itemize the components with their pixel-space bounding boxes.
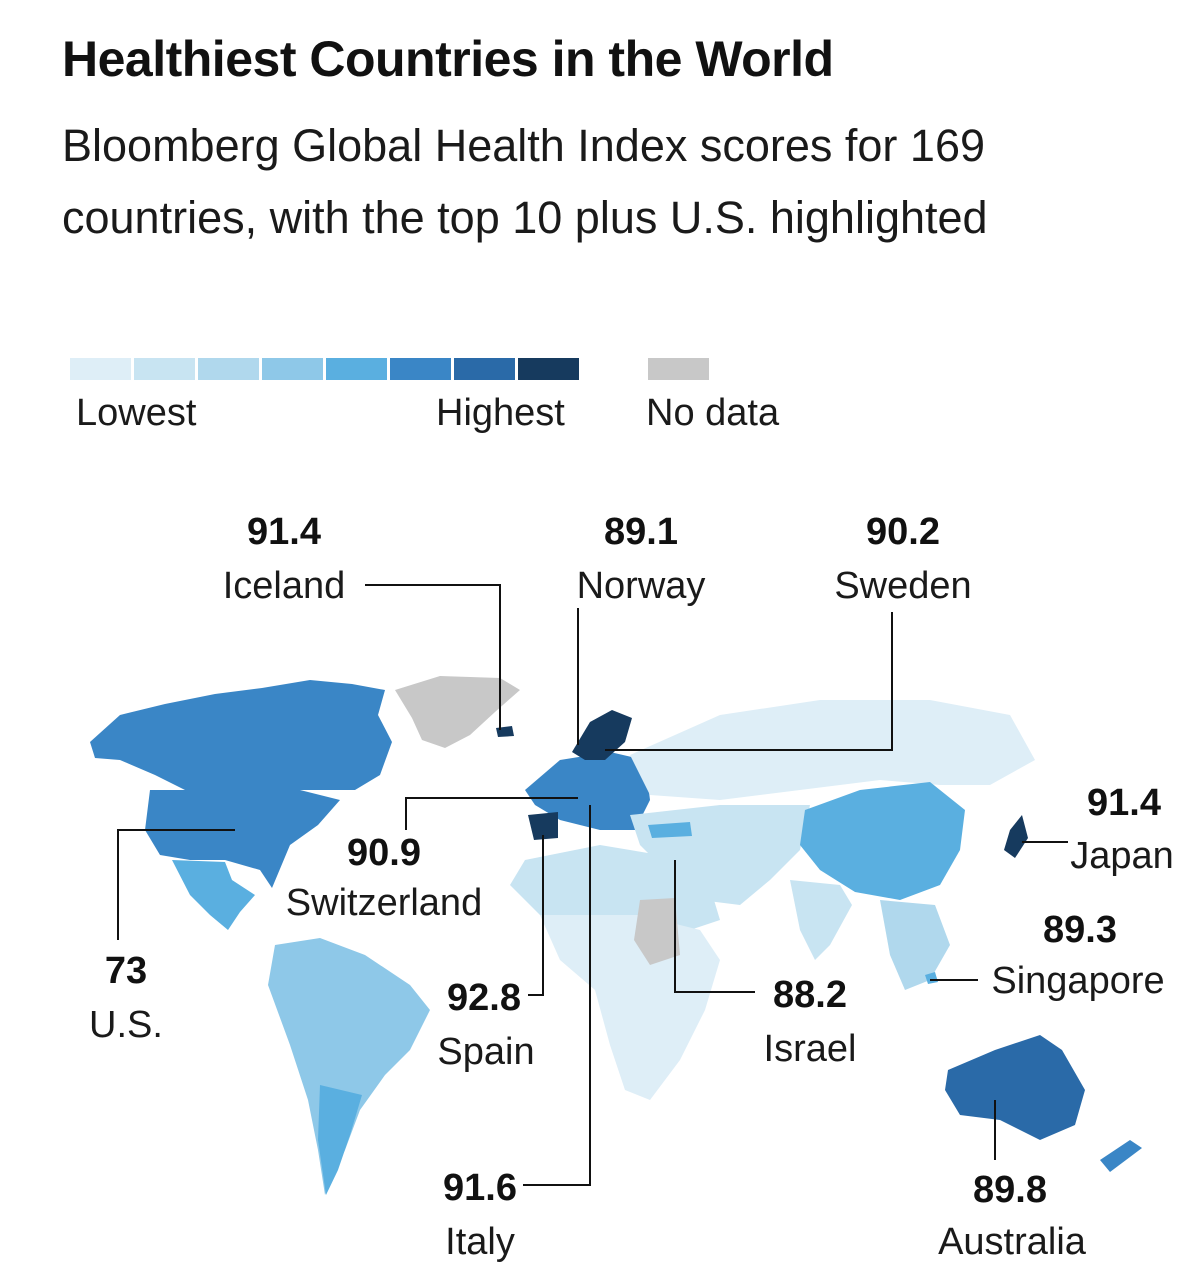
legend-swatch-2 <box>134 358 195 380</box>
turkey-region <box>648 822 692 838</box>
mexico-region <box>172 860 255 930</box>
chart-title: Healthiest Countries in the World <box>62 31 834 87</box>
usa-region <box>145 790 340 888</box>
legend-swatch-3 <box>198 358 259 380</box>
sweden-name: Sweden <box>834 565 971 607</box>
spain-region <box>528 812 558 840</box>
europe-region <box>525 752 650 830</box>
singapore-value: 89.3 <box>1043 909 1117 951</box>
israel-value: 88.2 <box>773 974 847 1016</box>
switzerland-leader-line <box>405 797 578 830</box>
greenland-region <box>395 676 520 748</box>
israel-name: Israel <box>764 1028 857 1070</box>
new-zealand-region <box>1100 1140 1142 1172</box>
legend-swatch-7 <box>454 358 515 380</box>
spain-value: 92.8 <box>447 977 521 1019</box>
italy-value: 91.6 <box>443 1167 517 1209</box>
iceland-name: Iceland <box>223 565 346 607</box>
south-america-region <box>268 938 430 1195</box>
us-value: 73 <box>105 950 147 992</box>
spain-leader-line <box>528 835 544 996</box>
sudan-region <box>634 898 680 965</box>
norway-name: Norway <box>577 565 706 607</box>
sweden-leader-line <box>605 612 893 751</box>
legend-low-label: Lowest <box>76 392 197 434</box>
norway-value: 89.1 <box>604 511 678 553</box>
singapore-name: Singapore <box>991 960 1164 1002</box>
scandinavia-region <box>572 710 632 760</box>
italy-name: Italy <box>445 1221 515 1263</box>
legend-swatch-5 <box>326 358 387 380</box>
australia-region <box>945 1035 1085 1140</box>
canada-region <box>90 680 392 790</box>
spain-name: Spain <box>437 1031 534 1073</box>
argentina-region <box>318 1085 362 1195</box>
italy-leader-line <box>523 805 591 1186</box>
iceland-region <box>496 726 514 737</box>
china-region <box>800 782 965 900</box>
sweden-value: 90.2 <box>866 511 940 553</box>
india-region <box>790 880 852 960</box>
us-leader-line <box>117 829 235 940</box>
sub-saharan-africa-region <box>540 915 720 1100</box>
switzerland-value: 90.9 <box>347 832 421 874</box>
japan-value: 91.4 <box>1087 782 1161 824</box>
us-name: U.S. <box>89 1004 163 1046</box>
legend-swatch-8 <box>518 358 579 380</box>
australia-value: 89.8 <box>973 1169 1047 1211</box>
legend-nodata-label: No data <box>646 392 780 434</box>
israel-leader-line <box>674 860 755 993</box>
chart-subtitle: Bloomberg Global Health Index scores for… <box>62 120 988 243</box>
legend-swatch-1 <box>70 358 131 380</box>
se-asia-region <box>880 900 950 990</box>
legend-swatch-4 <box>262 358 323 380</box>
iceland-value: 91.4 <box>247 511 321 553</box>
legend-high-label: Highest <box>436 392 565 434</box>
switzerland-name: Switzerland <box>286 882 482 924</box>
australia-name: Australia <box>938 1221 1087 1263</box>
legend-swatch-6 <box>390 358 451 380</box>
iceland-leader-line <box>365 584 501 730</box>
legend-swatch-nodata <box>648 358 709 380</box>
japan-region <box>1004 815 1028 858</box>
japan-name: Japan <box>1070 835 1174 877</box>
